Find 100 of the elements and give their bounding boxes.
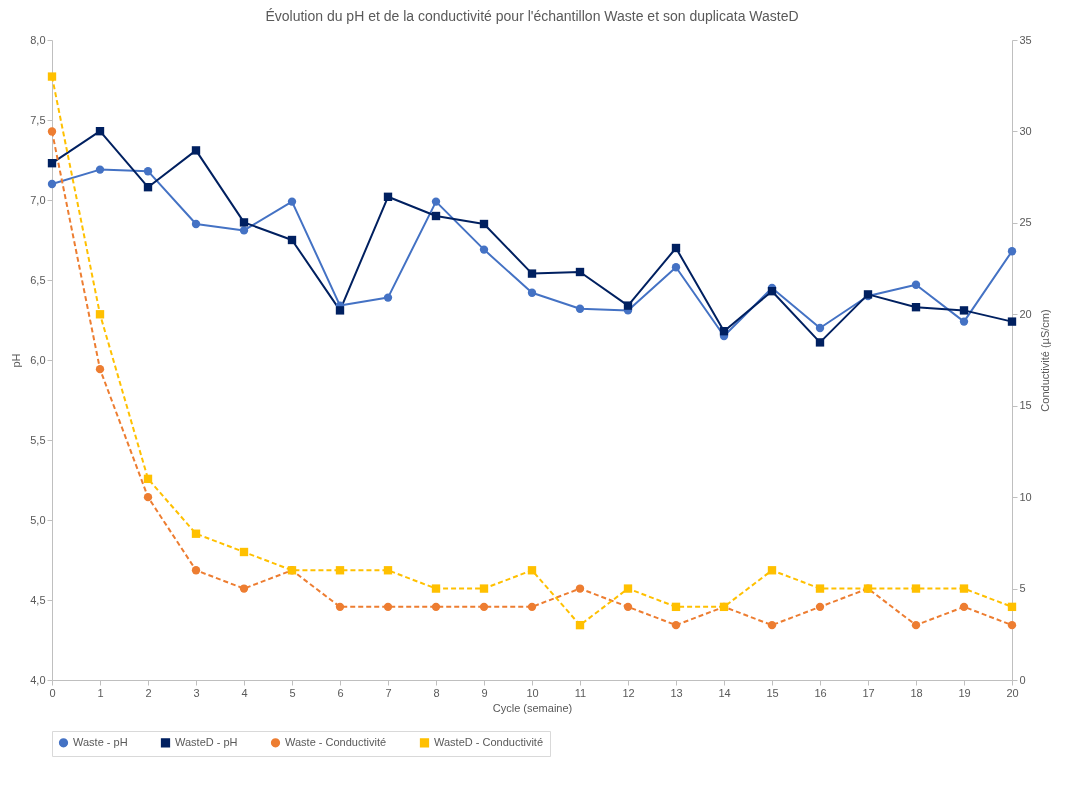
point [671, 243, 681, 253]
point [431, 584, 441, 593]
x-tick-label: 18 [910, 686, 923, 699]
point [1007, 247, 1017, 256]
x-tick-label: 4 [241, 686, 248, 699]
point [431, 197, 441, 206]
legend-label: WasteD - Conductivité [434, 735, 544, 748]
x-tick-label: 1 [97, 686, 104, 699]
point [95, 165, 105, 174]
point [143, 167, 153, 176]
legend-label: Waste - Conductivité [285, 735, 387, 748]
y-tick-label: 7,0 [30, 193, 46, 206]
point [95, 364, 105, 374]
point [959, 317, 969, 326]
x-tick-label: 0 [49, 686, 56, 699]
x-tick-label: 2 [145, 686, 152, 699]
x-axis-title: Cycle (semaine) [492, 701, 573, 714]
point [575, 584, 585, 593]
point [815, 602, 825, 612]
point [959, 602, 969, 612]
point [719, 327, 729, 336]
point [911, 584, 921, 593]
y2-axis-title: Conductivité (µS/cm) [1038, 309, 1051, 412]
point [1007, 317, 1017, 326]
point [287, 235, 297, 245]
y-tick-label: 6,5 [30, 273, 46, 286]
x-tick-label: 6 [337, 686, 344, 699]
y2-tick-label: 30 [1019, 124, 1032, 137]
point [671, 620, 681, 630]
y2-tick-label: 10 [1019, 490, 1032, 503]
x-tick-label: 11 [574, 686, 587, 699]
point [671, 263, 681, 272]
x-tick-label: 20 [1006, 686, 1019, 699]
point [527, 566, 537, 575]
y-tick-label: 4,0 [30, 673, 46, 686]
point [527, 269, 537, 278]
point [143, 492, 153, 502]
y2-tick-label: 15 [1019, 399, 1032, 412]
point [1007, 620, 1017, 630]
point [479, 602, 489, 612]
point [143, 474, 153, 484]
point [815, 338, 825, 347]
point [575, 620, 585, 630]
point [47, 127, 57, 136]
point [95, 127, 105, 136]
point [959, 306, 969, 315]
point [527, 288, 537, 297]
point [911, 303, 921, 312]
point [479, 219, 489, 229]
point [911, 620, 921, 630]
x-tick-label: 14 [718, 686, 731, 699]
y2-tick-label: 0 [1019, 673, 1026, 686]
point [335, 306, 345, 315]
chart-title: Évolution du pH et de la conductivité pour l'échantillon Waste et son duplicata WasteD [265, 8, 799, 24]
point [239, 584, 249, 593]
y-tick-label: 8,0 [30, 33, 46, 46]
point [623, 584, 633, 593]
x-tick-label: 13 [670, 686, 683, 699]
x-tick-label: 10 [526, 686, 539, 699]
point [575, 304, 585, 313]
y-tick-label: 4,5 [30, 593, 46, 606]
point [767, 620, 777, 630]
point [815, 584, 825, 593]
point [575, 267, 585, 277]
x-tick-label: 15 [766, 686, 779, 699]
point [383, 602, 393, 612]
y2-tick-label: 20 [1019, 307, 1032, 320]
point [335, 566, 345, 575]
y2-tick-label: 5 [1019, 582, 1026, 595]
point [239, 226, 249, 235]
point [335, 602, 345, 612]
point [959, 584, 969, 593]
point [431, 602, 441, 612]
y-axis-title: pH [10, 353, 23, 368]
point [671, 602, 681, 612]
y-tick-label: 5,0 [30, 513, 46, 526]
point [383, 192, 393, 201]
point [623, 301, 633, 310]
x-tick-label: 8 [433, 686, 440, 699]
legend-label: WasteD - pH [175, 735, 238, 748]
point [479, 584, 489, 593]
point [191, 146, 201, 155]
point [47, 179, 57, 189]
point [911, 280, 921, 289]
y-tick-label: 7,5 [30, 113, 46, 126]
x-tick-label: 9 [481, 686, 488, 699]
point [95, 310, 105, 319]
x-tick-label: 16 [814, 686, 827, 699]
x-tick-label: 7 [385, 686, 392, 699]
point [191, 529, 201, 538]
point [287, 197, 297, 206]
y-tick-label: 6,0 [30, 353, 46, 366]
x-tick-label: 17 [862, 686, 875, 699]
point [527, 602, 537, 612]
point [767, 566, 777, 575]
y2-tick-label: 35 [1019, 33, 1032, 46]
point [47, 159, 57, 168]
point [143, 183, 153, 192]
point [383, 293, 393, 302]
point [623, 602, 633, 612]
